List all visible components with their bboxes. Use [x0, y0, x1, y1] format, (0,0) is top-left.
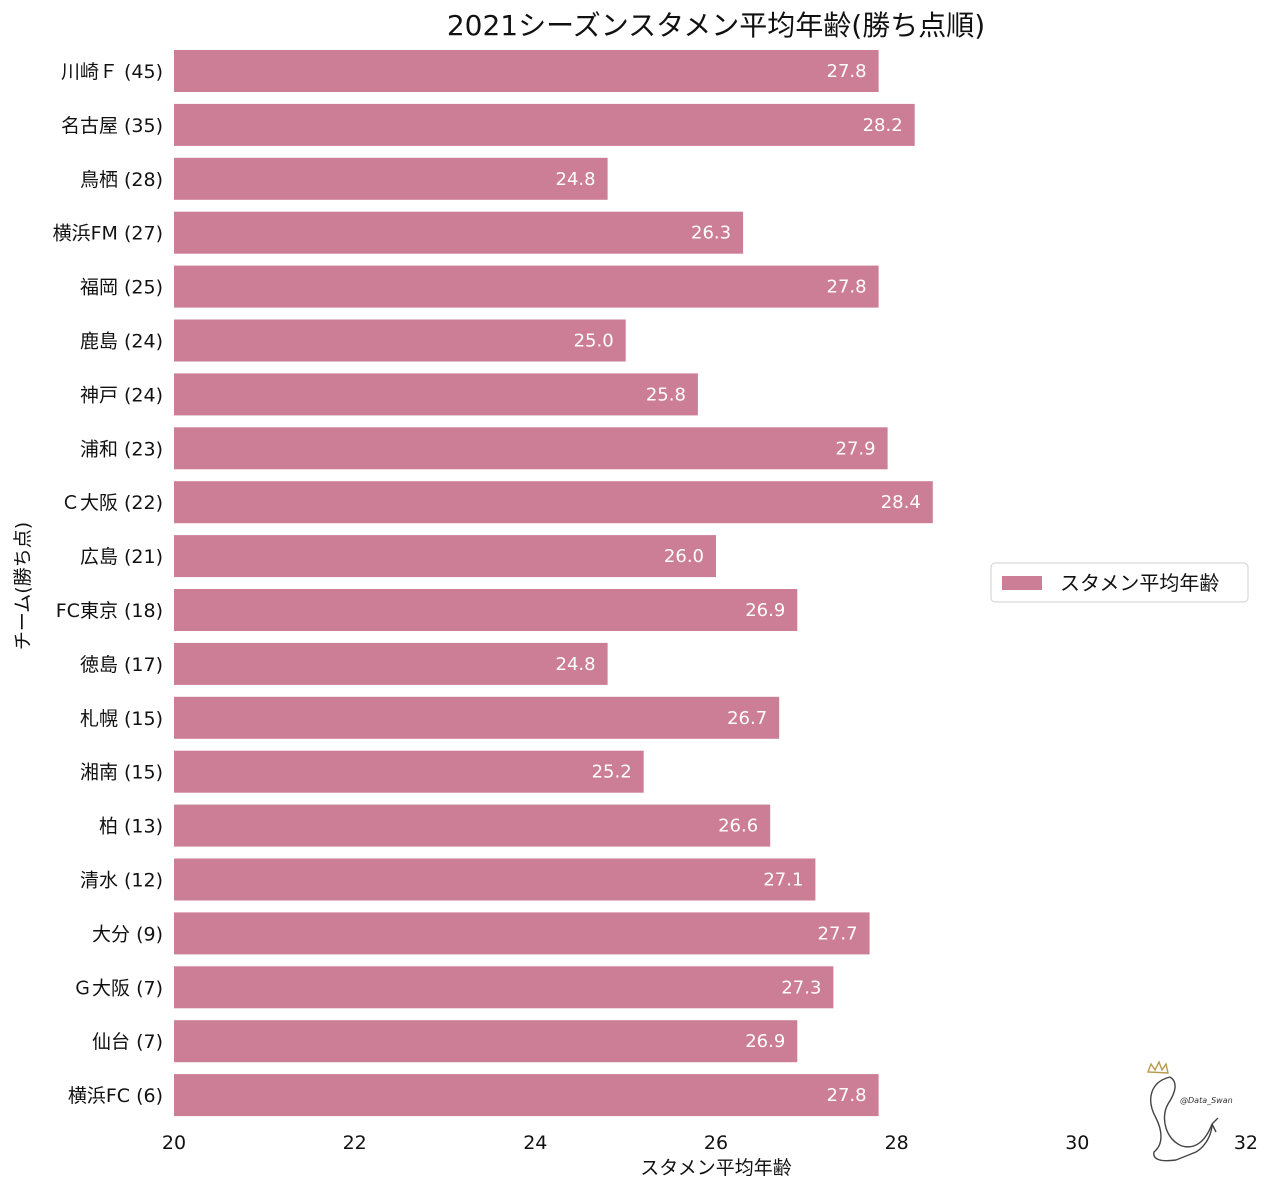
legend-label: スタメン平均年齢 — [1060, 571, 1219, 595]
legend: スタメン平均年齢 — [990, 562, 1249, 603]
category-label: 札幌 (15) — [80, 708, 163, 730]
bar — [174, 912, 870, 955]
category-labels: 川崎Ｆ (45) 名古屋 (35) 鳥栖 (28) 横浜FM (27) 福岡 (25) 鹿… — [53, 61, 163, 1107]
category-label: FC東京 (18) — [56, 600, 163, 622]
category-label: 鳥栖 (28) — [80, 169, 163, 191]
bar-value-label: 24.8 — [556, 169, 596, 190]
x-ticks: 20 22 24 26 28 30 32 — [162, 1132, 1258, 1154]
bar — [174, 265, 879, 308]
bar — [174, 696, 780, 739]
bar — [174, 427, 888, 470]
bar-value-label: 25.2 — [592, 762, 632, 783]
bar-value-label: 25.8 — [646, 384, 686, 405]
category-label: 清水 (12) — [80, 870, 163, 892]
bar — [174, 642, 608, 685]
bar-value-label: 27.9 — [836, 438, 876, 459]
bar — [174, 103, 915, 146]
y-axis-label: チーム(勝ち点) — [12, 522, 34, 650]
bar — [174, 589, 798, 631]
bars-group: 27.8 28.2 24.8 26.3 27.8 25.0 25.8 27.9 28.4 26.0… — [174, 50, 933, 1117]
bar-value-label: 27.8 — [827, 277, 867, 298]
bar — [174, 211, 744, 254]
bar-value-label: 26.7 — [727, 708, 767, 729]
bar-value-label: 27.8 — [827, 1085, 867, 1106]
watermark: @Data_Swan — [1147, 1060, 1233, 1162]
bar-value-label: 27.3 — [781, 977, 821, 998]
legend-frame — [990, 562, 1249, 603]
bar-value-label: 28.2 — [863, 115, 903, 136]
x-tick-label: 32 — [1234, 1132, 1258, 1154]
bar-value-label: 26.6 — [718, 816, 758, 837]
bar-value-label: 26.9 — [745, 1031, 785, 1052]
category-label: 名古屋 (35) — [61, 115, 163, 137]
bar — [174, 157, 608, 200]
bar-value-label: 26.0 — [664, 546, 704, 567]
x-tick-label: 22 — [343, 1132, 367, 1154]
bar — [174, 750, 644, 793]
bar-value-label: 27.7 — [818, 923, 858, 944]
x-tick-label: 26 — [704, 1132, 728, 1154]
x-tick-label: 20 — [162, 1132, 186, 1154]
bar — [174, 319, 626, 362]
category-label: 福岡 (25) — [80, 277, 163, 299]
category-label: 仙台 (7) — [92, 1031, 163, 1053]
category-label: 鹿島 (24) — [80, 331, 163, 353]
bar — [174, 1020, 798, 1063]
bar-value-label: 26.9 — [745, 600, 785, 621]
category-label: 川崎Ｆ (45) — [61, 61, 163, 83]
bar-value-label: 27.1 — [763, 870, 803, 891]
bar-value-label: 26.3 — [691, 223, 731, 244]
bar-value-label: 25.0 — [574, 331, 614, 352]
category-label: 大分 (9) — [92, 923, 163, 945]
category-label: Ｇ大阪 (7) — [73, 977, 163, 999]
bar — [174, 804, 771, 847]
bar — [174, 50, 879, 92]
legend-swatch — [1002, 576, 1042, 590]
category-label: 神戸 (24) — [80, 384, 163, 406]
category-label: 横浜FC (6) — [68, 1085, 163, 1107]
category-label: Ｃ大阪 (22) — [61, 492, 163, 514]
category-label: 湘南 (15) — [80, 762, 163, 784]
x-tick-label: 28 — [885, 1132, 909, 1154]
bar — [174, 535, 716, 578]
x-tick-label: 30 — [1065, 1132, 1089, 1154]
category-label: 浦和 (23) — [80, 438, 163, 460]
bar — [174, 481, 933, 524]
chart-title: 2021シーズンスタメン平均年齢(勝ち点順) — [447, 9, 985, 42]
x-axis-label: スタメン平均年齢 — [640, 1157, 791, 1179]
bar — [174, 1074, 879, 1117]
category-label: 徳島 (17) — [80, 654, 163, 676]
bar — [174, 373, 698, 416]
swan-crown-icon — [1147, 1060, 1219, 1162]
bar-value-label: 27.8 — [827, 61, 867, 82]
bar-value-label: 24.8 — [556, 654, 596, 675]
watermark-text: @Data_Swan — [1180, 1096, 1233, 1105]
category-label: 広島 (21) — [80, 546, 163, 568]
category-label: 横浜FM (27) — [53, 223, 163, 245]
bar — [174, 858, 816, 901]
bar-value-label: 28.4 — [881, 492, 921, 513]
bar — [174, 966, 834, 1009]
x-tick-label: 24 — [523, 1132, 547, 1154]
category-label: 柏 (13) — [99, 816, 163, 838]
